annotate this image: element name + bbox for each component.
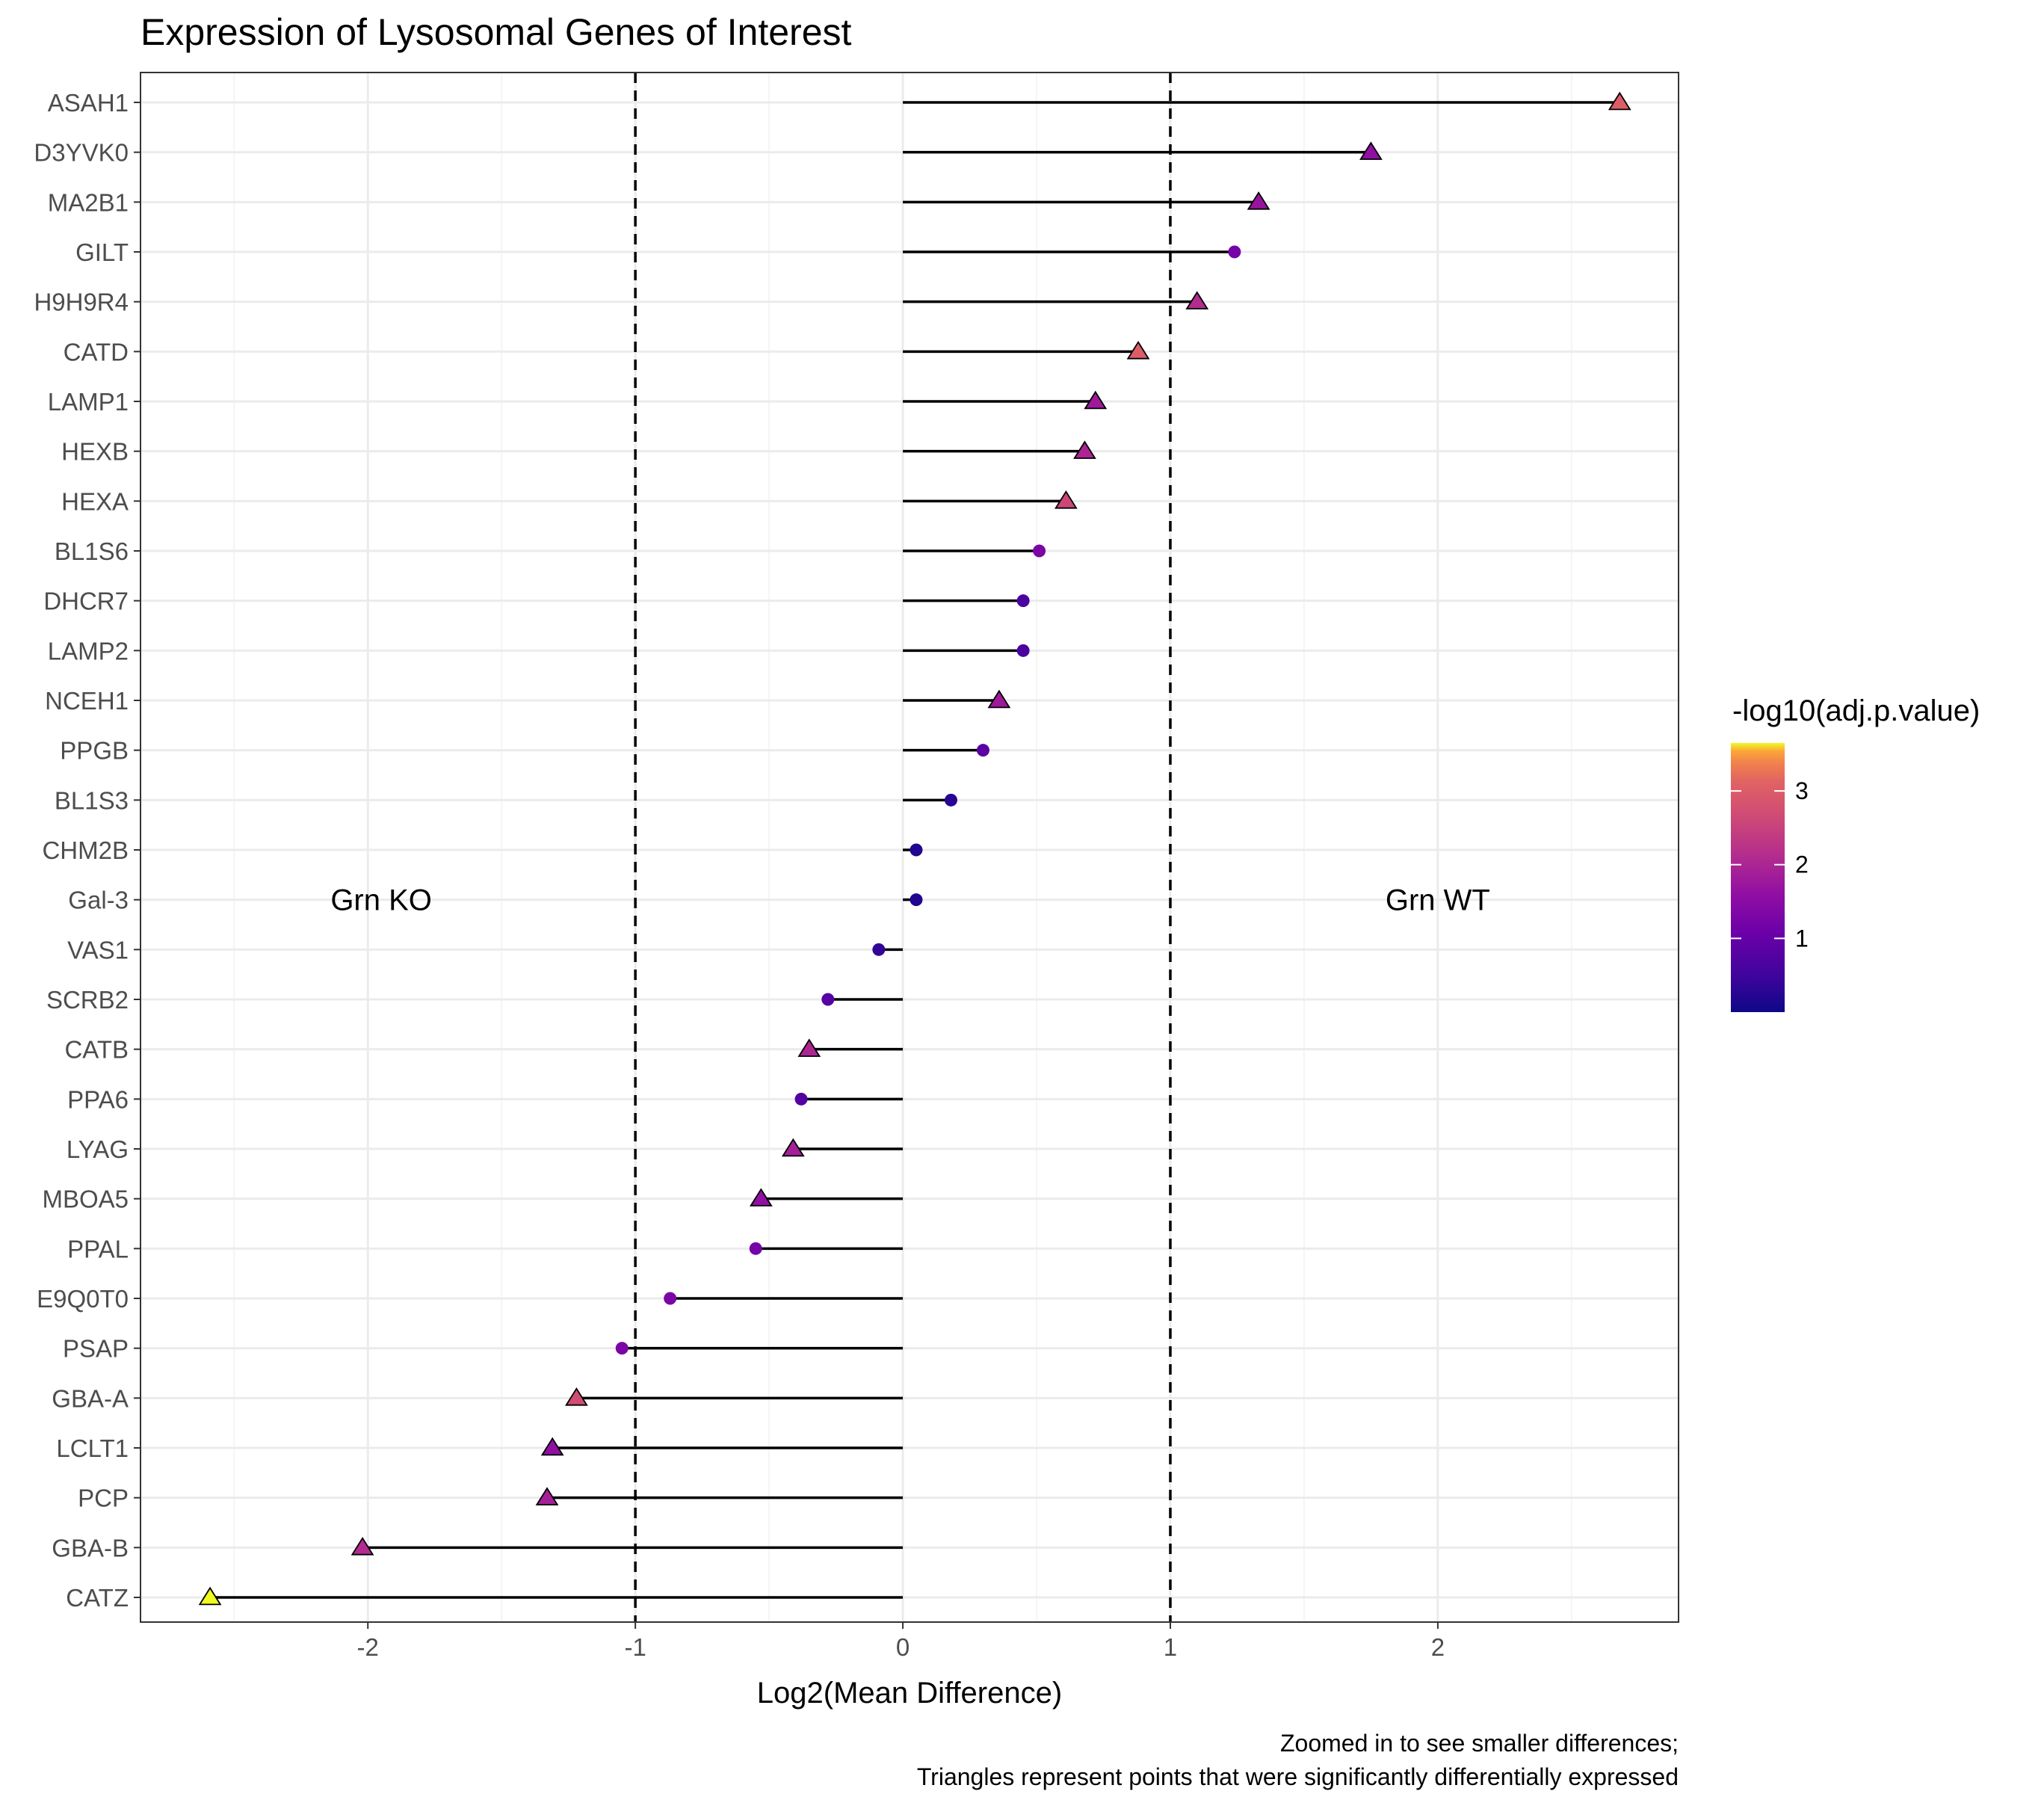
point-triangle-hexa bbox=[1055, 490, 1078, 509]
point-circle-vas1 bbox=[872, 943, 886, 956]
caption-line-1: Zoomed in to see smaller differences; bbox=[1280, 1730, 1679, 1757]
point-circle-dhcr7 bbox=[1016, 594, 1030, 608]
y-tick-label: ASAH1 bbox=[48, 89, 129, 117]
y-tick-label: CATD bbox=[64, 338, 129, 366]
point-circle-psap bbox=[615, 1342, 629, 1355]
point-circle-gal-3 bbox=[910, 893, 923, 907]
caption-line-2: Triangles represent points that were sig… bbox=[917, 1763, 1679, 1790]
y-tick-label: E9Q0T0 bbox=[37, 1285, 129, 1313]
plot-border bbox=[140, 72, 1679, 1623]
point-triangle-h9h9r4 bbox=[1185, 291, 1209, 309]
y-tick-label: VAS1 bbox=[67, 936, 129, 964]
y-tick-label: LYAG bbox=[67, 1135, 129, 1163]
annotation-grn-wt: Grn WT bbox=[1386, 884, 1490, 917]
legend-tick-label: 3 bbox=[1795, 777, 1809, 804]
point-triangle-asah1 bbox=[1608, 91, 1631, 111]
point-triangle-catb bbox=[797, 1038, 821, 1057]
x-tick-label: -1 bbox=[624, 1633, 646, 1661]
y-tick-label: LAMP1 bbox=[48, 388, 129, 416]
y-tick-label: HEXB bbox=[61, 438, 129, 466]
y-tick-label: MBOA5 bbox=[42, 1186, 129, 1213]
x-axis-ticks: -2 -1 0 1 2 bbox=[357, 1622, 1445, 1661]
point-triangle-hexb bbox=[1073, 440, 1096, 459]
lollipop-points bbox=[198, 91, 1631, 1606]
point-triangle-catz bbox=[198, 1586, 222, 1606]
legend-tick-label: 2 bbox=[1795, 851, 1809, 878]
point-circle-ppgb bbox=[976, 744, 989, 757]
y-tick-label: MA2B1 bbox=[48, 188, 129, 216]
x-tick-label: 2 bbox=[1431, 1633, 1445, 1661]
point-circle-ppa6 bbox=[794, 1092, 808, 1106]
x-tick-label: -2 bbox=[357, 1633, 379, 1661]
point-triangle-lamp1 bbox=[1084, 390, 1108, 410]
color-legend: -log10(adj.p.value) 1 2 3 bbox=[1731, 694, 1980, 1012]
x-tick-label: 0 bbox=[896, 1633, 910, 1661]
point-circle-chm2b bbox=[910, 843, 923, 857]
y-tick-label: CATZ bbox=[66, 1584, 129, 1612]
y-tick-label: H9H9R4 bbox=[34, 289, 129, 316]
annotation-grn-ko: Grn KO bbox=[330, 884, 432, 917]
point-triangle-ma2b1 bbox=[1247, 191, 1270, 210]
point-circle-gilt bbox=[1228, 245, 1241, 259]
y-tick-label: PCP bbox=[78, 1485, 129, 1512]
legend-colorbar bbox=[1731, 743, 1785, 1012]
y-tick-label: DHCR7 bbox=[43, 588, 129, 615]
point-circle-bl1s3 bbox=[944, 793, 957, 807]
x-axis-label: Log2(Mean Difference) bbox=[757, 1677, 1062, 1710]
point-circle-scrb2 bbox=[821, 993, 835, 1006]
point-triangle-mboa5 bbox=[749, 1188, 773, 1206]
point-triangle-gba-b bbox=[351, 1536, 374, 1556]
point-triangle-lclt1 bbox=[540, 1437, 564, 1456]
y-tick-label: GBA-A bbox=[52, 1384, 129, 1412]
legend-tick-label: 1 bbox=[1795, 925, 1809, 952]
point-circle-bl1s6 bbox=[1033, 544, 1046, 558]
y-tick-label: GBA-B bbox=[52, 1534, 129, 1562]
y-tick-label: LAMP2 bbox=[48, 637, 129, 665]
chart-title: Expression of Lysosomal Genes of Interes… bbox=[141, 11, 852, 53]
minor-gridlines bbox=[233, 73, 1572, 1622]
point-triangle-nceh1 bbox=[987, 689, 1011, 709]
y-tick-label: BL1S3 bbox=[55, 786, 129, 814]
y-tick-label: D3YVK0 bbox=[34, 139, 129, 167]
point-triangle-catd bbox=[1126, 340, 1150, 360]
y-tick-label: GILT bbox=[75, 238, 129, 266]
y-tick-label: SCRB2 bbox=[46, 986, 129, 1014]
point-triangle-gba-a bbox=[565, 1387, 588, 1406]
y-tick-label: PSAP bbox=[63, 1335, 129, 1363]
y-tick-label: PPAL bbox=[67, 1235, 129, 1263]
point-circle-ppal bbox=[749, 1242, 762, 1255]
y-tick-label: CHM2B bbox=[42, 836, 129, 864]
y-tick-label: NCEH1 bbox=[45, 687, 129, 715]
x-tick-label: 1 bbox=[1164, 1633, 1177, 1661]
y-tick-label: PPGB bbox=[60, 737, 129, 765]
plot-panel bbox=[141, 73, 1679, 1622]
point-circle-e9q0t0 bbox=[664, 1292, 677, 1305]
point-triangle-pcp bbox=[535, 1487, 559, 1505]
y-tick-label: LCLT1 bbox=[56, 1434, 129, 1462]
legend-title: -log10(adj.p.value) bbox=[1732, 694, 1980, 727]
point-circle-lamp2 bbox=[1016, 644, 1030, 657]
point-triangle-d3yvk0 bbox=[1359, 141, 1383, 160]
lollipop-stems bbox=[210, 101, 1620, 1599]
y-axis-ticks: ASAH1 D3YVK0 MA2B1 GILT H9H9R4 CATD LAMP1 HEXB H… bbox=[34, 89, 141, 1612]
y-tick-label: HEXA bbox=[61, 487, 129, 515]
y-tick-label: CATB bbox=[64, 1036, 129, 1064]
legend-ticks: 1 2 3 bbox=[1731, 777, 1809, 952]
threshold-lines bbox=[634, 73, 1172, 1622]
point-triangle-lyag bbox=[781, 1138, 805, 1157]
y-tick-label: BL1S6 bbox=[55, 537, 129, 565]
y-tick-label: Gal-3 bbox=[68, 887, 129, 914]
y-tick-label: PPA6 bbox=[67, 1085, 129, 1113]
